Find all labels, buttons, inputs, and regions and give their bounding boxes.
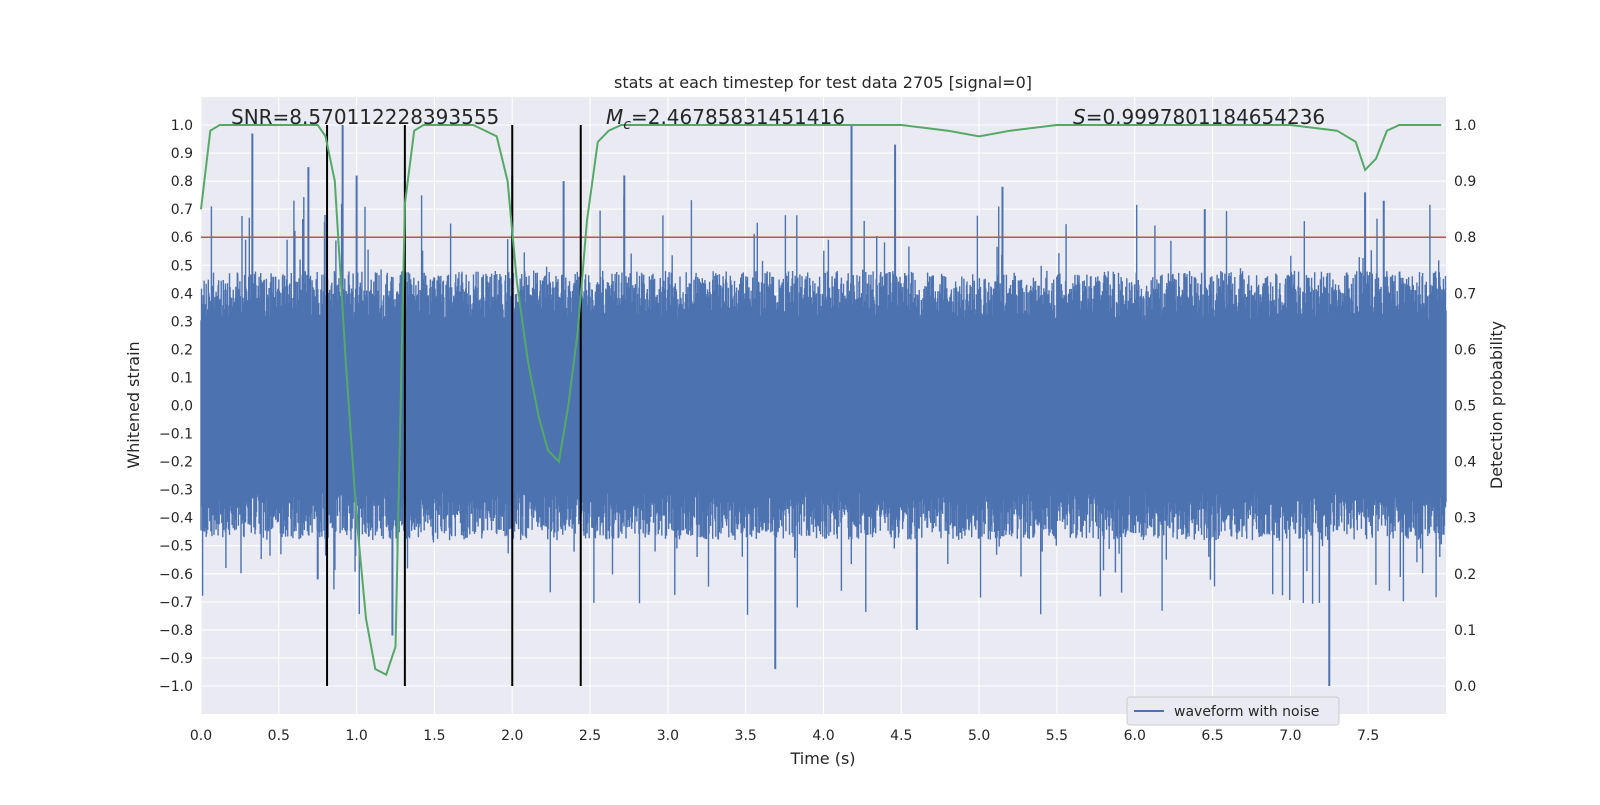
left-y-axis-label: Whitened strain bbox=[124, 341, 143, 468]
right-y-tick-label-4: 0.4 bbox=[1454, 455, 1476, 471]
detection-probability-series bbox=[200, 124, 1442, 677]
left-y-tick-label-4: −0.6 bbox=[159, 567, 193, 583]
x-tick-label-7: 3.5 bbox=[735, 728, 757, 744]
left-y-tick-label-0: −1.0 bbox=[159, 679, 193, 695]
legend: waveform with noise bbox=[1126, 696, 1340, 726]
right-y-tick-label-5: 0.5 bbox=[1454, 399, 1476, 415]
x-tick-label-13: 6.5 bbox=[1201, 728, 1223, 744]
legend-label-waveform: waveform with noise bbox=[1174, 704, 1319, 720]
s-annotation: S=0.9997801184654236 bbox=[1073, 105, 1325, 129]
legend-box bbox=[1126, 696, 1340, 726]
x-tick-label-3: 1.5 bbox=[423, 728, 445, 744]
right-y-tick-label-2: 0.2 bbox=[1454, 567, 1476, 583]
s-value: =0.9997801184654236 bbox=[1086, 105, 1325, 129]
right-y-tick-label-6: 0.6 bbox=[1454, 342, 1476, 358]
left-y-tick-label-1: −0.9 bbox=[159, 651, 193, 667]
left-y-tick-label-3: −0.7 bbox=[159, 595, 193, 611]
left-y-axis-ticks: −1.0 −0.9 −0.8 −0.7 −0.6 −0.5 −0.4 −0.3 −0.2 −0.1… bbox=[159, 118, 193, 695]
x-axis-ticks: 0.0 0.5 1.0 1.5 2.0 2.5 3.0 3.5 4.0 4.5 5.0 5.5 6.0 6… bbox=[190, 728, 1379, 744]
left-y-tick-label-2: −0.8 bbox=[159, 623, 193, 639]
left-y-tick-label-17: 0.7 bbox=[171, 202, 193, 218]
left-y-tick-label-11: 0.1 bbox=[171, 370, 193, 386]
right-y-tick-label-1: 0.1 bbox=[1454, 623, 1476, 639]
x-tick-label-14: 7.0 bbox=[1279, 728, 1301, 744]
left-y-tick-label-7: −0.3 bbox=[159, 483, 193, 499]
s-symbol: S bbox=[1073, 105, 1086, 129]
left-y-tick-label-6: −0.4 bbox=[159, 511, 193, 527]
chirp-mass-symbol: M bbox=[606, 105, 623, 129]
x-tick-label-15: 7.5 bbox=[1357, 728, 1379, 744]
right-y-axis-ticks: 0.0 0.1 0.2 0.3 0.4 0.5 0.6 0.7 0.8 0.9 1.0 bbox=[1454, 118, 1476, 695]
left-y-tick-label-9: −0.1 bbox=[159, 427, 193, 443]
x-tick-label-11: 5.5 bbox=[1046, 728, 1068, 744]
left-y-tick-label-16: 0.6 bbox=[171, 230, 193, 246]
x-tick-label-10: 5.0 bbox=[968, 728, 990, 744]
x-tick-label-8: 4.0 bbox=[812, 728, 834, 744]
left-y-tick-label-10: 0.0 bbox=[171, 399, 193, 415]
x-tick-label-4: 2.0 bbox=[501, 728, 523, 744]
x-tick-label-0: 0.0 bbox=[190, 728, 212, 744]
left-y-tick-label-14: 0.4 bbox=[171, 286, 193, 302]
left-y-tick-label-8: −0.2 bbox=[159, 455, 193, 471]
chirp-mass-subscript: c bbox=[623, 117, 631, 133]
right-y-tick-label-7: 0.7 bbox=[1454, 286, 1476, 302]
right-y-tick-label-10: 1.0 bbox=[1454, 118, 1476, 134]
x-tick-label-5: 2.5 bbox=[579, 728, 601, 744]
right-y-tick-label-0: 0.0 bbox=[1454, 679, 1476, 695]
x-tick-label-12: 6.0 bbox=[1124, 728, 1146, 744]
vertical-marker-lines bbox=[326, 125, 582, 686]
left-y-tick-label-13: 0.3 bbox=[171, 314, 193, 330]
chart-title: stats at each timestep for test data 270… bbox=[614, 73, 1032, 92]
waveform-body bbox=[200, 195, 1447, 615]
left-y-tick-label-15: 0.5 bbox=[171, 258, 193, 274]
chirp-mass-annotation: Mc=2.46785831451416 bbox=[606, 105, 845, 133]
right-y-tick-label-8: 0.8 bbox=[1454, 230, 1476, 246]
left-y-tick-label-12: 0.2 bbox=[171, 342, 193, 358]
probability-line bbox=[200, 124, 1442, 677]
right-y-tick-label-3: 0.3 bbox=[1454, 511, 1476, 527]
x-tick-label-2: 1.0 bbox=[345, 728, 367, 744]
x-tick-label-9: 4.5 bbox=[890, 728, 912, 744]
left-y-tick-label-5: −0.5 bbox=[159, 539, 193, 555]
x-tick-label-6: 3.0 bbox=[657, 728, 679, 744]
x-tick-label-1: 0.5 bbox=[268, 728, 290, 744]
left-y-tick-label-19: 0.9 bbox=[171, 146, 193, 162]
snr-annotation: SNR=8.570112228393555 bbox=[231, 105, 499, 129]
chirp-mass-value: =2.46785831451416 bbox=[631, 105, 845, 129]
left-y-tick-label-20: 1.0 bbox=[171, 118, 193, 134]
right-y-axis-label: Detection probability bbox=[1487, 321, 1506, 489]
x-axis-label: Time (s) bbox=[789, 749, 855, 768]
left-y-tick-label-18: 0.8 bbox=[171, 174, 193, 190]
right-y-tick-label-9: 0.9 bbox=[1454, 174, 1476, 190]
